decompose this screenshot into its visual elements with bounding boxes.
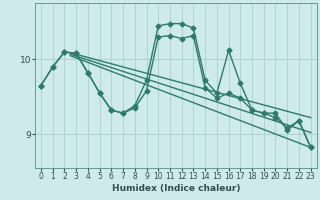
X-axis label: Humidex (Indice chaleur): Humidex (Indice chaleur) <box>112 184 240 193</box>
